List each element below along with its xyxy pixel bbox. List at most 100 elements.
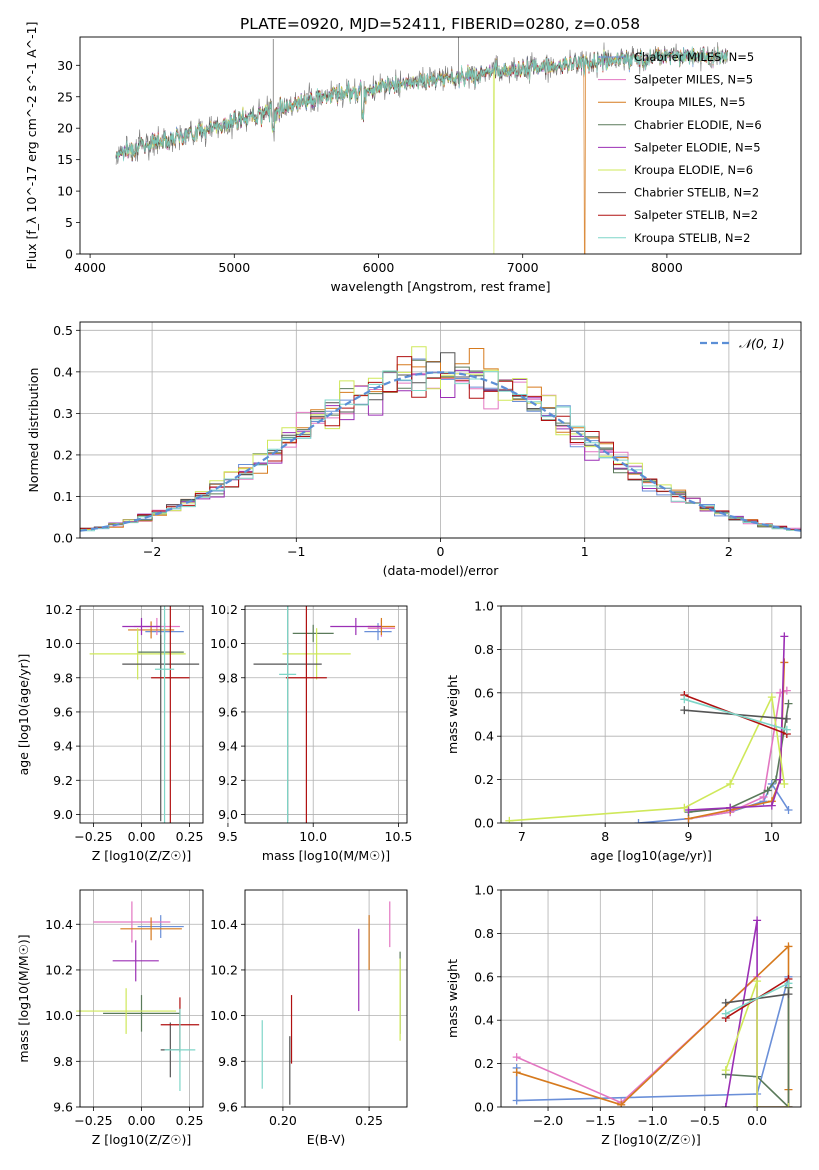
series-marker [721,1103,730,1107]
y-tick-label: 10 [57,184,73,199]
x-tick-label: 0.00 [128,829,156,844]
y-tick-label: 10.2 [45,962,73,977]
normal-curve [79,371,802,532]
x-tick-label: −2.0 [533,1113,563,1128]
y-tick-label: 10.2 [45,602,73,617]
x-tick-label: 10.0 [299,829,327,844]
y-tick-label: 15 [57,152,73,167]
series-marker [753,916,762,925]
x-tick-label: 2 [725,544,733,559]
y-tick-label: 0.3 [53,406,73,421]
figure-title: PLATE=0920, MJD=52411, FIBERID=0280, z=0… [240,15,640,33]
spectrum-panel: 4000 5000 6000 7000 8000 0 5 10 15 20 25 30 waveleng… [24,22,802,294]
y-tick-label: 0.2 [53,447,73,462]
x-tick-label: −0.25 [74,1113,112,1128]
legend-label: Salpeter MILES, N=5 [634,73,753,87]
axes-frame [500,605,802,824]
y-tick-label: 10.0 [210,636,238,651]
y-tick-label: 9.8 [218,670,238,685]
series-marker [784,990,793,999]
series-marker [782,725,791,734]
y-tick-label: 10.0 [210,1008,238,1023]
series-line [638,782,790,823]
y-tick-label: 0.8 [474,926,494,941]
histogram-step [80,346,801,531]
x-tick-label: −1.0 [637,1113,667,1128]
series-marker [780,779,789,788]
y-tick-label: 9.0 [53,807,73,822]
y-axis-label: mass [log10(M/M☉)] [16,934,31,1062]
x-tick-label: 0.00 [128,1113,156,1128]
y-tick-label: 9.6 [53,1100,73,1115]
legend-label: Salpeter ELODIE, N=5 [634,140,761,154]
legend-label: Kroupa MILES, N=5 [634,95,746,109]
x-tick-label: −2 [143,544,161,559]
series-marker [767,801,776,810]
x-axis-label: Z [log10(Z/Z☉)] [601,1132,701,1147]
x-tick-label: 0.0 [747,1113,767,1128]
age-vs-metallicity-panel: −0.25 0.00 0.25 9.0 9.2 9.4 9.6 9.8 10.0 10.2 Z [l… [16,602,203,863]
y-tick-label: 9.6 [218,1100,238,1115]
series-marker [780,632,789,641]
x-tick-label: 0.25 [176,829,204,844]
x-axis-label: Z [log10(Z/Z☉)] [92,1132,192,1147]
y-tick-label: 0.2 [474,772,494,787]
x-tick-label: 10 [764,829,780,844]
legend-label: Chabrier STELIB, N=2 [634,186,759,200]
y-tick-label: 0.4 [474,729,494,744]
y-tick-label: 0.2 [474,1056,494,1071]
series-marker [784,979,793,988]
x-tick-label: −1 [287,544,305,559]
x-tick-label: 8000 [651,260,683,275]
y-tick-label: 1.0 [474,599,494,614]
y-axis-label: age [log10(age/yr)] [16,654,31,776]
series-line [684,698,788,731]
y-tick-label: 5 [65,215,73,230]
y-tick-label: 9.8 [218,1054,238,1069]
y-tick-label: 0.0 [53,531,73,546]
series-group [505,632,793,823]
y-tick-label: 9.6 [53,704,73,719]
x-tick-label: −1.5 [585,1113,615,1128]
x-axis-label: (data-model)/error [383,563,500,578]
x-tick-label: 9 [685,829,693,844]
series-marker [512,1053,521,1062]
y-tick-label: 10.2 [210,602,238,617]
y-tick-label: 10.0 [45,636,73,651]
axes-frame [79,36,802,255]
axes-frame [79,605,204,824]
y-tick-label: 30 [57,58,73,73]
y-axis-label: mass weight [445,675,460,754]
x-tick-label: 0.25 [355,1113,383,1128]
y-tick-label: 1.0 [474,883,494,898]
mass-vs-metallicity-panel: −0.25 0.00 0.25 9.6 9.8 10.0 10.2 10.4 Z [log10(… [16,889,203,1147]
axes-frame [244,605,408,824]
series-marker [763,786,772,795]
mass-vs-extinction-panel: 0.20 0.25 9.6 9.8 10.0 10.2 10.4 E(B-V) [210,889,408,1147]
x-tick-label: 0.20 [269,1113,297,1128]
series-marker [784,805,793,814]
y-tick-label: 9.6 [218,704,238,719]
series-marker [680,695,689,704]
y-tick-label: 9.2 [218,773,238,788]
x-tick-label: 10.5 [385,829,413,844]
series-marker [680,803,689,812]
y-tick-label: 0.6 [474,969,494,984]
legend-label: 𝒩(0, 1) [739,336,785,351]
y-tick-label: 9.4 [53,739,73,754]
y-tick-label: 0.6 [474,685,494,700]
residual-histogram-panel: −2 −1 0 1 2 0.0 0.1 0.2 0.3 0.4 0.5 (data-model)/er… [26,321,802,578]
y-tick-label: 20 [57,121,73,136]
y-tick-label: 9.8 [53,1054,73,1069]
series-marker [721,1009,730,1018]
histogram-step [80,352,801,531]
legend-label: Chabrier ELODIE, N=6 [634,118,762,132]
series-marker [759,792,768,801]
y-tick-label: 10.4 [210,917,238,932]
model-spectrum-line [115,46,728,162]
series-marker [726,803,735,812]
y-tick-label: 0.4 [53,364,73,379]
x-tick-label: 5000 [218,260,250,275]
x-axis-label: E(B-V) [307,1132,346,1147]
